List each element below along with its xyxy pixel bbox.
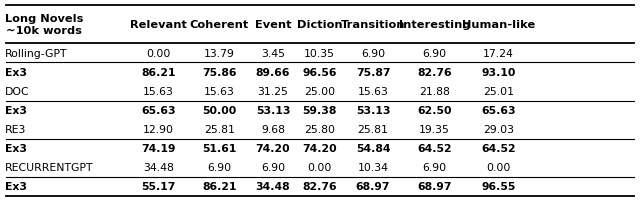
Text: 19.35: 19.35 [419, 125, 450, 134]
Text: 6.90: 6.90 [361, 49, 385, 58]
Text: Ex3: Ex3 [5, 106, 27, 115]
Text: 59.38: 59.38 [303, 106, 337, 115]
Text: Coherent: Coherent [189, 20, 249, 30]
Text: 51.61: 51.61 [202, 144, 236, 153]
Text: 3.45: 3.45 [261, 49, 285, 58]
Text: 74.20: 74.20 [302, 144, 337, 153]
Text: 25.81: 25.81 [204, 125, 235, 134]
Text: 74.19: 74.19 [141, 144, 175, 153]
Text: 89.66: 89.66 [256, 68, 290, 77]
Text: 12.90: 12.90 [143, 125, 174, 134]
Text: Human-like: Human-like [462, 20, 535, 30]
Text: 21.88: 21.88 [419, 87, 450, 96]
Text: 10.35: 10.35 [304, 49, 335, 58]
Text: 68.97: 68.97 [356, 182, 390, 191]
Text: Ex3: Ex3 [5, 68, 27, 77]
Text: 86.21: 86.21 [141, 68, 175, 77]
Text: 68.97: 68.97 [417, 182, 452, 191]
Text: Rolling-GPT: Rolling-GPT [5, 49, 68, 58]
Text: 0.00: 0.00 [486, 163, 511, 172]
Text: Relevant: Relevant [130, 20, 187, 30]
Text: 6.90: 6.90 [422, 49, 447, 58]
Text: 0.00: 0.00 [146, 49, 171, 58]
Text: 55.17: 55.17 [141, 182, 175, 191]
Text: 65.63: 65.63 [141, 106, 176, 115]
Text: 25.00: 25.00 [304, 87, 335, 96]
Text: 31.25: 31.25 [257, 87, 289, 96]
Text: 29.03: 29.03 [483, 125, 514, 134]
Text: 25.81: 25.81 [358, 125, 388, 134]
Text: 34.48: 34.48 [255, 182, 291, 191]
Text: 0.00: 0.00 [307, 163, 332, 172]
Text: 62.50: 62.50 [417, 106, 452, 115]
Text: 6.90: 6.90 [422, 163, 447, 172]
Text: Event: Event [255, 20, 291, 30]
Text: RE3: RE3 [5, 125, 26, 134]
Text: Ex3: Ex3 [5, 182, 27, 191]
Text: 50.00: 50.00 [202, 106, 236, 115]
Text: Diction: Diction [297, 20, 342, 30]
Text: RECURRENTGPT: RECURRENTGPT [5, 163, 93, 172]
Text: 15.63: 15.63 [204, 87, 235, 96]
Text: 54.84: 54.84 [356, 144, 390, 153]
Text: 53.13: 53.13 [356, 106, 390, 115]
Text: Ex3: Ex3 [5, 144, 27, 153]
Text: Interesting: Interesting [399, 20, 470, 30]
Text: 25.01: 25.01 [483, 87, 514, 96]
Text: 86.21: 86.21 [202, 182, 236, 191]
Text: 15.63: 15.63 [358, 87, 388, 96]
Text: 13.79: 13.79 [204, 49, 235, 58]
Text: 93.10: 93.10 [481, 68, 516, 77]
Text: 74.20: 74.20 [255, 144, 291, 153]
Text: 17.24: 17.24 [483, 49, 514, 58]
Text: 6.90: 6.90 [261, 163, 285, 172]
Text: 96.56: 96.56 [303, 68, 337, 77]
Text: 75.86: 75.86 [202, 68, 236, 77]
Text: Long Novels
~10k words: Long Novels ~10k words [5, 14, 83, 36]
Text: 65.63: 65.63 [481, 106, 516, 115]
Text: Transition: Transition [341, 20, 405, 30]
Text: 75.87: 75.87 [356, 68, 390, 77]
Text: 9.68: 9.68 [261, 125, 285, 134]
Text: DOC: DOC [5, 87, 29, 96]
Text: 64.52: 64.52 [481, 144, 516, 153]
Text: 96.55: 96.55 [481, 182, 516, 191]
Text: 82.76: 82.76 [302, 182, 337, 191]
Text: 82.76: 82.76 [417, 68, 452, 77]
Text: 25.80: 25.80 [304, 125, 335, 134]
Text: 15.63: 15.63 [143, 87, 174, 96]
Text: 34.48: 34.48 [143, 163, 174, 172]
Text: 53.13: 53.13 [256, 106, 290, 115]
Text: 64.52: 64.52 [417, 144, 452, 153]
Text: 10.34: 10.34 [358, 163, 388, 172]
Text: 6.90: 6.90 [207, 163, 231, 172]
